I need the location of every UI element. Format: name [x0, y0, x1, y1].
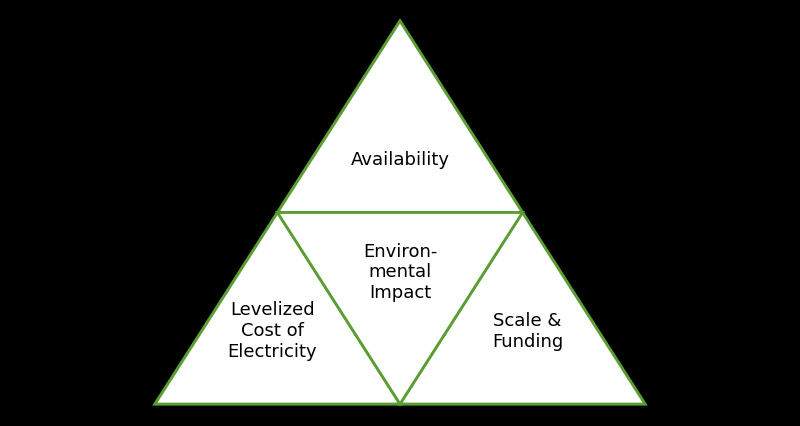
Text: Levelized
Cost of
Electricity: Levelized Cost of Electricity: [228, 301, 318, 360]
Text: Environ-
mental
Impact: Environ- mental Impact: [363, 242, 437, 302]
Polygon shape: [155, 22, 645, 404]
Polygon shape: [278, 213, 522, 404]
Text: Scale &
Funding: Scale & Funding: [492, 311, 563, 350]
Polygon shape: [278, 22, 522, 213]
Text: Availability: Availability: [350, 150, 450, 168]
Polygon shape: [400, 213, 645, 404]
Polygon shape: [155, 213, 400, 404]
